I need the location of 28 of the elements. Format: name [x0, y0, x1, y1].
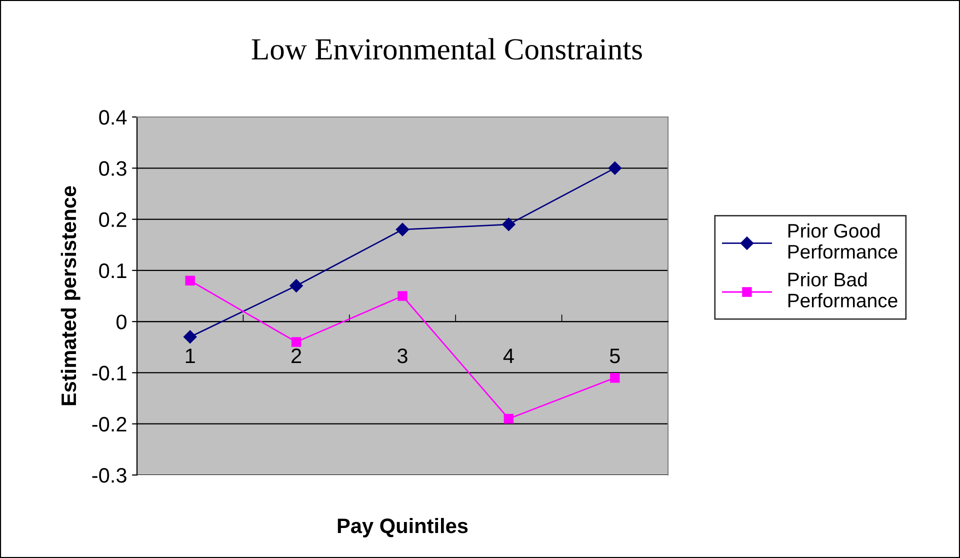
point	[502, 218, 516, 231]
x-tick-label: 4	[503, 348, 514, 364]
x-tick-label: 5	[610, 348, 620, 364]
y-tick-label: 0.4	[99, 110, 127, 125]
x-tick-label: 1	[186, 348, 195, 364]
chart-title: Low Environmental Constraints	[252, 38, 642, 60]
x-axis-title: Pay Quintiles	[338, 518, 468, 538]
point	[396, 222, 410, 236]
x-tick-label: 2	[292, 348, 302, 364]
point	[184, 330, 197, 344]
point	[291, 337, 302, 347]
y-tick-label: -0.1	[92, 366, 126, 380]
point	[504, 414, 514, 424]
legend-label: Prior Bad Performance	[788, 272, 898, 308]
y-tick-label: 0.3	[99, 161, 126, 176]
y-tick-label: 0.2	[99, 212, 126, 228]
point	[398, 291, 408, 301]
point	[608, 162, 622, 175]
x-tick-label: 3	[398, 348, 408, 364]
point	[610, 372, 620, 383]
y-tick-label: -0.2	[92, 416, 126, 432]
point	[185, 276, 195, 286]
y-tick-label: -0.3	[92, 468, 126, 483]
y-tick-label: 0.1	[99, 263, 126, 278]
y-tick-label: 0	[116, 314, 126, 330]
y-axis-title: Estimated persistence	[60, 186, 80, 406]
legend-label: Prior Good Performance	[788, 223, 898, 259]
point	[290, 279, 303, 292]
